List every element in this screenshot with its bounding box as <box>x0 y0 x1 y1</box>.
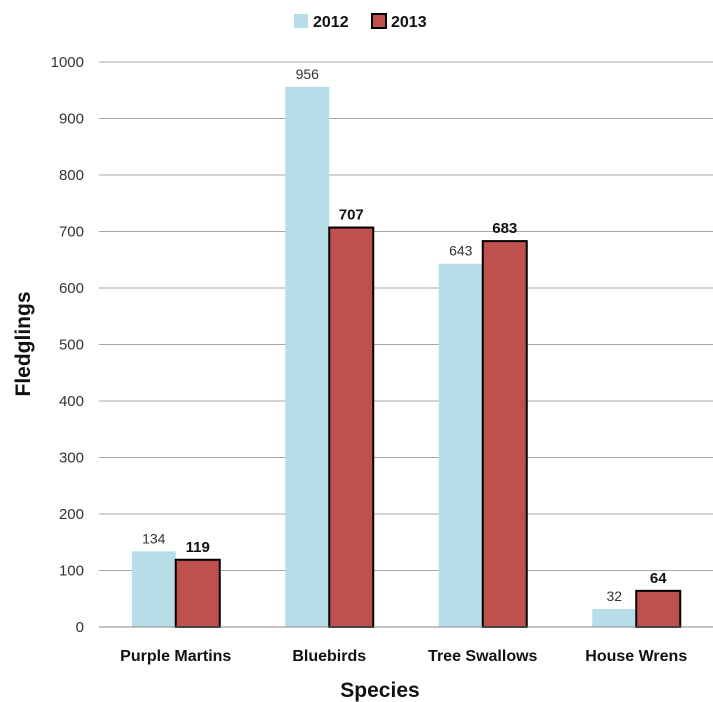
bar-tree-swallows-2012 <box>438 263 483 627</box>
bar-house-wrens-2013 <box>635 589 682 629</box>
data-label-purple-martins-2012: 134 <box>142 530 166 546</box>
y-tick-label-0: 0 <box>76 619 84 636</box>
legend-label-2013: 2013 <box>391 14 427 31</box>
y-tick-label-100: 100 <box>59 563 84 580</box>
data-label-bluebirds-2013: 707 <box>339 207 364 224</box>
data-label-bluebirds-2012: 956 <box>296 66 320 82</box>
y-axis-ticks: 0 100 200 300 400 500 600 700 800 900 1000 <box>51 54 84 636</box>
bars <box>131 86 682 629</box>
x-tick-label-purple-martins: Purple Martins <box>120 648 231 665</box>
data-label-purple-martins-2013: 119 <box>186 539 210 556</box>
x-tick-label-house-wrens: House Wrens <box>585 648 687 665</box>
data-label-tree-swallows-2012: 643 <box>449 243 473 259</box>
bar-bluebirds-2013 <box>328 226 375 628</box>
data-label-house-wrens-2012: 32 <box>606 588 622 604</box>
y-tick-label-400: 400 <box>59 393 84 410</box>
data-label-house-wrens-2013: 64 <box>650 570 667 587</box>
legend-swatch-2012 <box>294 14 308 28</box>
legend-label-2012: 2012 <box>313 14 349 31</box>
x-axis-title: Species <box>340 679 419 702</box>
y-tick-label-500: 500 <box>59 337 84 354</box>
y-tick-label-900: 900 <box>59 111 84 128</box>
y-tick-label-800: 800 <box>59 167 84 184</box>
data-label-tree-swallows-2013: 683 <box>492 220 517 237</box>
gridlines <box>99 61 713 571</box>
bar-tree-swallows-2013 <box>481 240 528 628</box>
y-tick-label-200: 200 <box>59 506 84 523</box>
x-tick-label-bluebirds: Bluebirds <box>292 648 366 665</box>
x-tick-label-tree-swallows: Tree Swallows <box>428 648 537 665</box>
legend-swatch-2013 <box>371 13 387 29</box>
x-axis-category-labels: Purple Martins Bluebirds Tree Swallows Hous… <box>120 648 687 665</box>
bar-bluebirds-2012 <box>285 86 330 628</box>
y-tick-label-700: 700 <box>59 224 84 241</box>
data-labels: 134 119 956 707 643 683 32 64 <box>142 66 667 604</box>
y-tick-label-300: 300 <box>59 450 84 467</box>
y-tick-label-1000: 1000 <box>51 54 84 71</box>
legend: 2012 2013 <box>294 13 427 31</box>
bar-purple-martins-2013 <box>174 558 221 629</box>
y-tick-label-600: 600 <box>59 280 84 297</box>
bar-house-wrens-2012 <box>592 608 637 627</box>
bar-purple-martins-2012 <box>131 551 176 627</box>
y-axis-title: Fledglings <box>12 292 35 397</box>
